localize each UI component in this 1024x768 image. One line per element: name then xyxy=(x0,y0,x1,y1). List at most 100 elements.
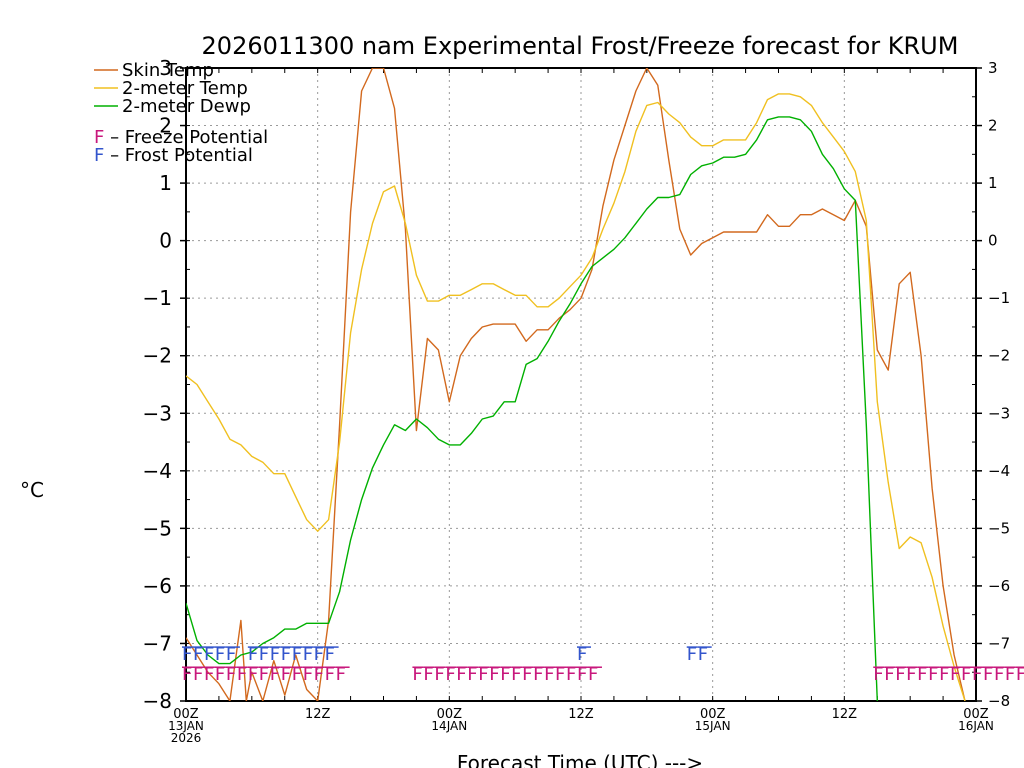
x-tick-label: 12Z xyxy=(832,707,858,722)
x-tick-label: 00Z xyxy=(963,707,989,722)
y-tick-label-left: −5 xyxy=(143,516,172,540)
freeze-potential-marker: F xyxy=(972,664,982,685)
y-tick-label-left: −1 xyxy=(143,286,172,310)
freeze-potential-marker: F xyxy=(566,664,576,685)
freeze-potential-marker: F xyxy=(928,664,938,685)
frost-potential-marker: F xyxy=(270,644,280,665)
freeze-potential-marker: F xyxy=(259,664,269,685)
series-lines xyxy=(186,68,966,701)
freeze-potential-marker: F xyxy=(270,664,280,685)
y-tick-label-left: 3 xyxy=(159,56,172,80)
legend-label: Skin Temp xyxy=(122,60,214,81)
y-tick-label-left: −8 xyxy=(143,689,172,713)
freeze-potential-marker: F xyxy=(1016,664,1024,685)
y-tick-label-left: 2 xyxy=(159,114,172,138)
freeze-potential-marker: F xyxy=(456,664,466,685)
freeze-potential-marker: F xyxy=(237,664,247,685)
grid xyxy=(186,68,976,701)
y-tick-label-left: −2 xyxy=(143,344,172,368)
legend-potential-label: F – Frost Potential xyxy=(94,145,253,166)
freeze-potential-marker: F xyxy=(588,664,598,685)
frost-potential-marker: F xyxy=(687,644,697,665)
freeze-potential-marker: F xyxy=(182,664,192,685)
y-tick-label-right: −4 xyxy=(988,462,1010,480)
series-line-2-meter-dewp xyxy=(186,116,878,701)
freeze-potential-marker: F xyxy=(489,664,499,685)
y-tick-label-left: −7 xyxy=(143,631,172,655)
axis-ticks: 3 3 2 2 1 1 0 0 −1 −1 −2 −2 −3 −3 −4 −4 −5 −5 −6 −6 −7 −7 −8 −8… xyxy=(143,56,1011,745)
y-tick-label-left: −6 xyxy=(143,574,172,598)
frost-potential-marker: F xyxy=(193,644,203,665)
freeze-potential-marker: F xyxy=(873,664,883,685)
legend-potential-label: F – Freeze Potential xyxy=(94,127,268,148)
frost-potential-marker: F xyxy=(248,644,258,665)
y-tick-label-left: −4 xyxy=(143,459,172,483)
freeze-potential-marker: F xyxy=(467,664,477,685)
y-tick-label-right: −2 xyxy=(988,347,1010,365)
freeze-potential-marker: F xyxy=(884,664,894,685)
y-axis-label: °C xyxy=(20,478,44,502)
frost-potential-marker: F xyxy=(204,644,214,665)
freeze-potential-marker: F xyxy=(500,664,510,685)
frost-potential-marker: F xyxy=(182,644,192,665)
freeze-potential-marker: F xyxy=(950,664,960,685)
y-tick-label-right: 0 xyxy=(988,232,998,250)
series-line-2-meter-temp xyxy=(186,93,966,701)
freeze-potential-marker: F xyxy=(555,664,565,685)
y-tick-label-left: 0 xyxy=(159,229,172,253)
frost-potential-marker: F xyxy=(215,644,225,665)
frost-potential-marker: F xyxy=(314,644,324,665)
freeze-potential-marker: F xyxy=(292,664,302,685)
x-tick-label: 00Z xyxy=(437,707,463,722)
freeze-potential-marker: F xyxy=(994,664,1004,685)
freeze-potential-marker: F xyxy=(215,664,225,685)
freeze-potential-marker: F xyxy=(939,664,949,685)
y-tick-label-right: 3 xyxy=(988,59,998,77)
frost-potential-marker: F xyxy=(226,644,236,665)
freeze-potential-marker: F xyxy=(917,664,927,685)
x-tick-label: 13JAN xyxy=(168,719,204,733)
freeze-potential-marker: F xyxy=(423,664,433,685)
freeze-potential-marker: F xyxy=(412,664,422,685)
freeze-potential-marker: F xyxy=(325,664,335,685)
x-tick-label: 2026 xyxy=(171,731,202,745)
frost-potential-marker: F xyxy=(698,644,708,665)
x-tick-label: 15JAN xyxy=(695,719,731,733)
freeze-potential-marker: F xyxy=(1005,664,1015,685)
freeze-potential-marker: F xyxy=(303,664,313,685)
freeze-potential-marker: F xyxy=(336,664,346,685)
freeze-potential-marker: F xyxy=(434,664,444,685)
y-tick-label-right: −5 xyxy=(988,519,1010,537)
frost-potential-marker: F xyxy=(303,644,313,665)
y-tick-label-right: −8 xyxy=(988,692,1010,710)
freeze-potential-marker: F xyxy=(895,664,905,685)
freeze-potential-marker: F xyxy=(544,664,554,685)
freeze-potential-marker: F xyxy=(226,664,236,685)
series-line-skin-temp xyxy=(186,68,966,701)
freeze-potential-marker: F xyxy=(478,664,488,685)
x-tick-label: 12Z xyxy=(305,707,331,722)
freeze-potential-marker: F xyxy=(281,664,291,685)
freeze-potential-marker: F xyxy=(533,664,543,685)
freeze-potential-marker: F xyxy=(906,664,916,685)
frost-potential-marker: F xyxy=(325,644,335,665)
x-tick-label: 14JAN xyxy=(431,719,467,733)
y-tick-label-left: −3 xyxy=(143,401,172,425)
freeze-potential-marker: F xyxy=(193,664,203,685)
freeze-potential-marker: F xyxy=(983,664,993,685)
freeze-potential-marker: F xyxy=(204,664,214,685)
frost-potential-marker: F xyxy=(259,644,269,665)
y-tick-label-left: 1 xyxy=(159,171,172,195)
legend-label: 2-meter Dewp xyxy=(122,96,251,117)
freeze-potential-marker: F xyxy=(248,664,258,685)
freeze-potential-marker: F xyxy=(445,664,455,685)
freeze-potential-marker: F xyxy=(577,664,587,685)
x-tick-label: 00Z xyxy=(700,707,726,722)
frost-potential-marker: F xyxy=(281,644,291,665)
x-tick-label: 16JAN xyxy=(958,719,994,733)
y-tick-label-right: −1 xyxy=(988,289,1010,307)
chart-title: 2026011300 nam Experimental Frost/Freeze… xyxy=(202,32,959,60)
